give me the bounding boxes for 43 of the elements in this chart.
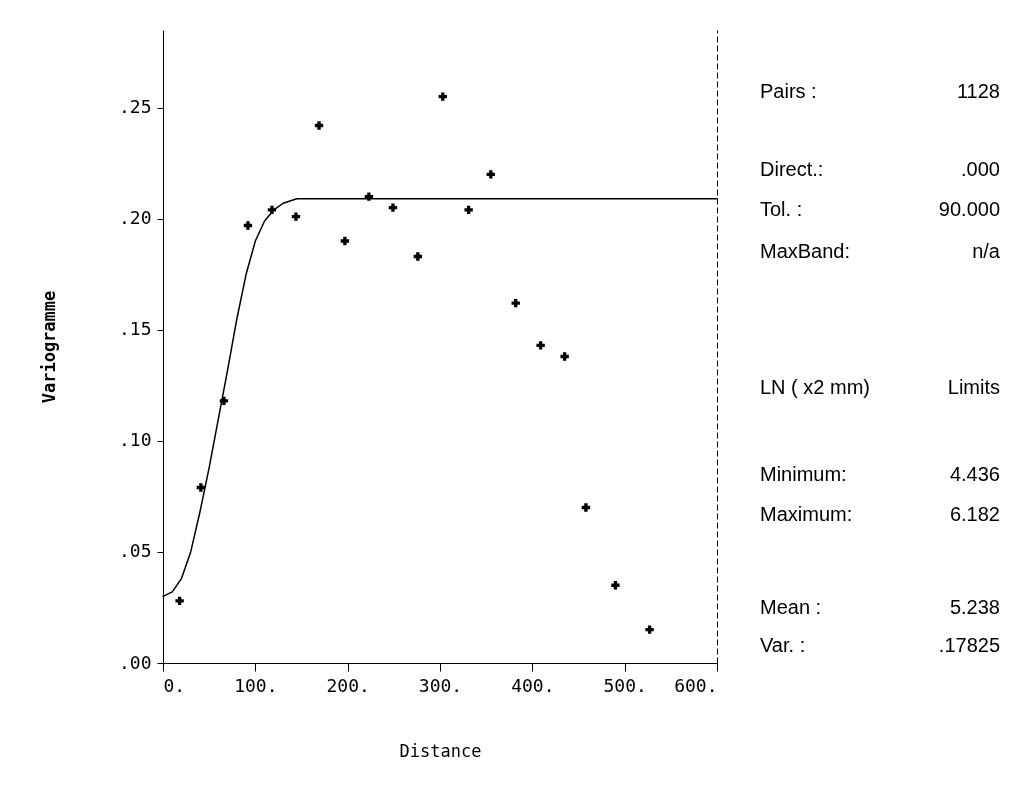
text: Direct.: .000 [760, 158, 1000, 180]
point [196, 483, 206, 492]
point [388, 203, 398, 212]
point [267, 205, 277, 215]
point [314, 121, 324, 130]
x-tick-label: 200. [326, 674, 370, 696]
text: Maximum: 6.182 [760, 503, 1000, 525]
point [364, 192, 374, 201]
text: Mean : 5.238 [760, 596, 1000, 618]
y-tick-label: .10 [118, 429, 152, 451]
text: MaxBand: n/a [760, 240, 1000, 262]
text: Tol. : 90.000 [760, 198, 1000, 220]
point [611, 581, 620, 590]
text: Minimum: 4.436 [760, 463, 1000, 485]
y-tick-label: .05 [118, 540, 152, 562]
x-tick-label: 100. [234, 674, 278, 696]
text: LN ( x2 mm) Limits [760, 376, 1000, 398]
point [175, 596, 184, 605]
text: Var. : .17825 [760, 634, 1000, 656]
point [560, 352, 569, 361]
point [291, 212, 301, 221]
point [340, 236, 350, 246]
point [581, 503, 591, 512]
y-tick-label: .00 [118, 651, 152, 673]
point [438, 92, 447, 101]
point [219, 396, 229, 406]
point [413, 252, 423, 261]
x-tick-label: 400. [511, 674, 555, 696]
point [464, 205, 473, 215]
y-tick-label: .15 [118, 318, 152, 340]
y-axis-title: Variogramme [38, 290, 59, 404]
x-axis-title: Distance [399, 740, 482, 761]
x-tick-label: 0. [163, 674, 186, 696]
x-tick-label: 500. [603, 674, 647, 696]
point [486, 170, 495, 179]
y-tick-label: .25 [118, 96, 152, 118]
y-tick-label: .20 [118, 207, 152, 229]
point [243, 221, 253, 230]
point [536, 341, 545, 350]
text: Pairs : 1128 [760, 80, 1000, 102]
x-tick-label: 300. [418, 674, 463, 696]
x-tick-label: 600. [674, 674, 718, 696]
point [645, 625, 654, 634]
